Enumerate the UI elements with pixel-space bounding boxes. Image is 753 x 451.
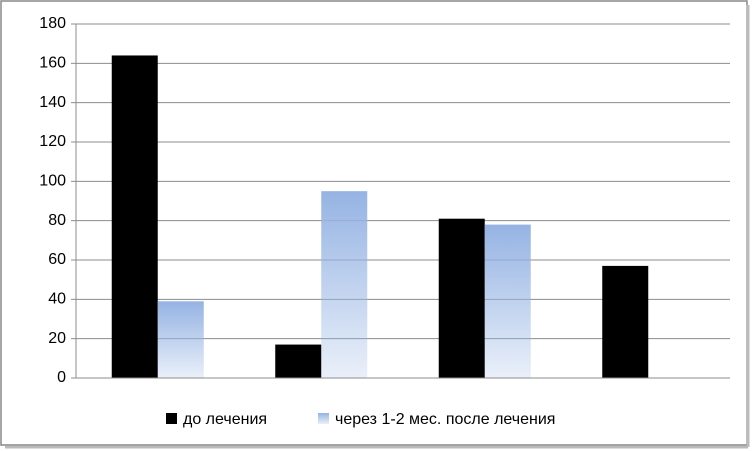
legend-swatch xyxy=(318,413,329,424)
bar xyxy=(275,344,322,378)
legend-swatch xyxy=(166,413,177,424)
bar xyxy=(602,265,649,378)
y-tick-label: 60 xyxy=(48,251,66,268)
y-tick-label: 180 xyxy=(39,15,66,32)
bar xyxy=(111,55,158,378)
bar xyxy=(484,224,531,378)
y-tick-label: 160 xyxy=(39,55,66,72)
y-tick-label: 80 xyxy=(48,212,66,229)
bar xyxy=(321,191,368,378)
y-tick-label: 120 xyxy=(39,133,66,150)
y-tick-label: 100 xyxy=(39,173,66,190)
y-tick-label: 40 xyxy=(48,291,66,308)
y-tick-label: 20 xyxy=(48,330,66,347)
legend-label: через 1-2 мес. после лечения xyxy=(335,411,555,428)
legend-label: до лечения xyxy=(183,411,267,428)
y-tick-label: 0 xyxy=(57,369,66,386)
y-tick-label: 140 xyxy=(39,94,66,111)
bar xyxy=(157,301,204,378)
bar xyxy=(438,218,485,378)
